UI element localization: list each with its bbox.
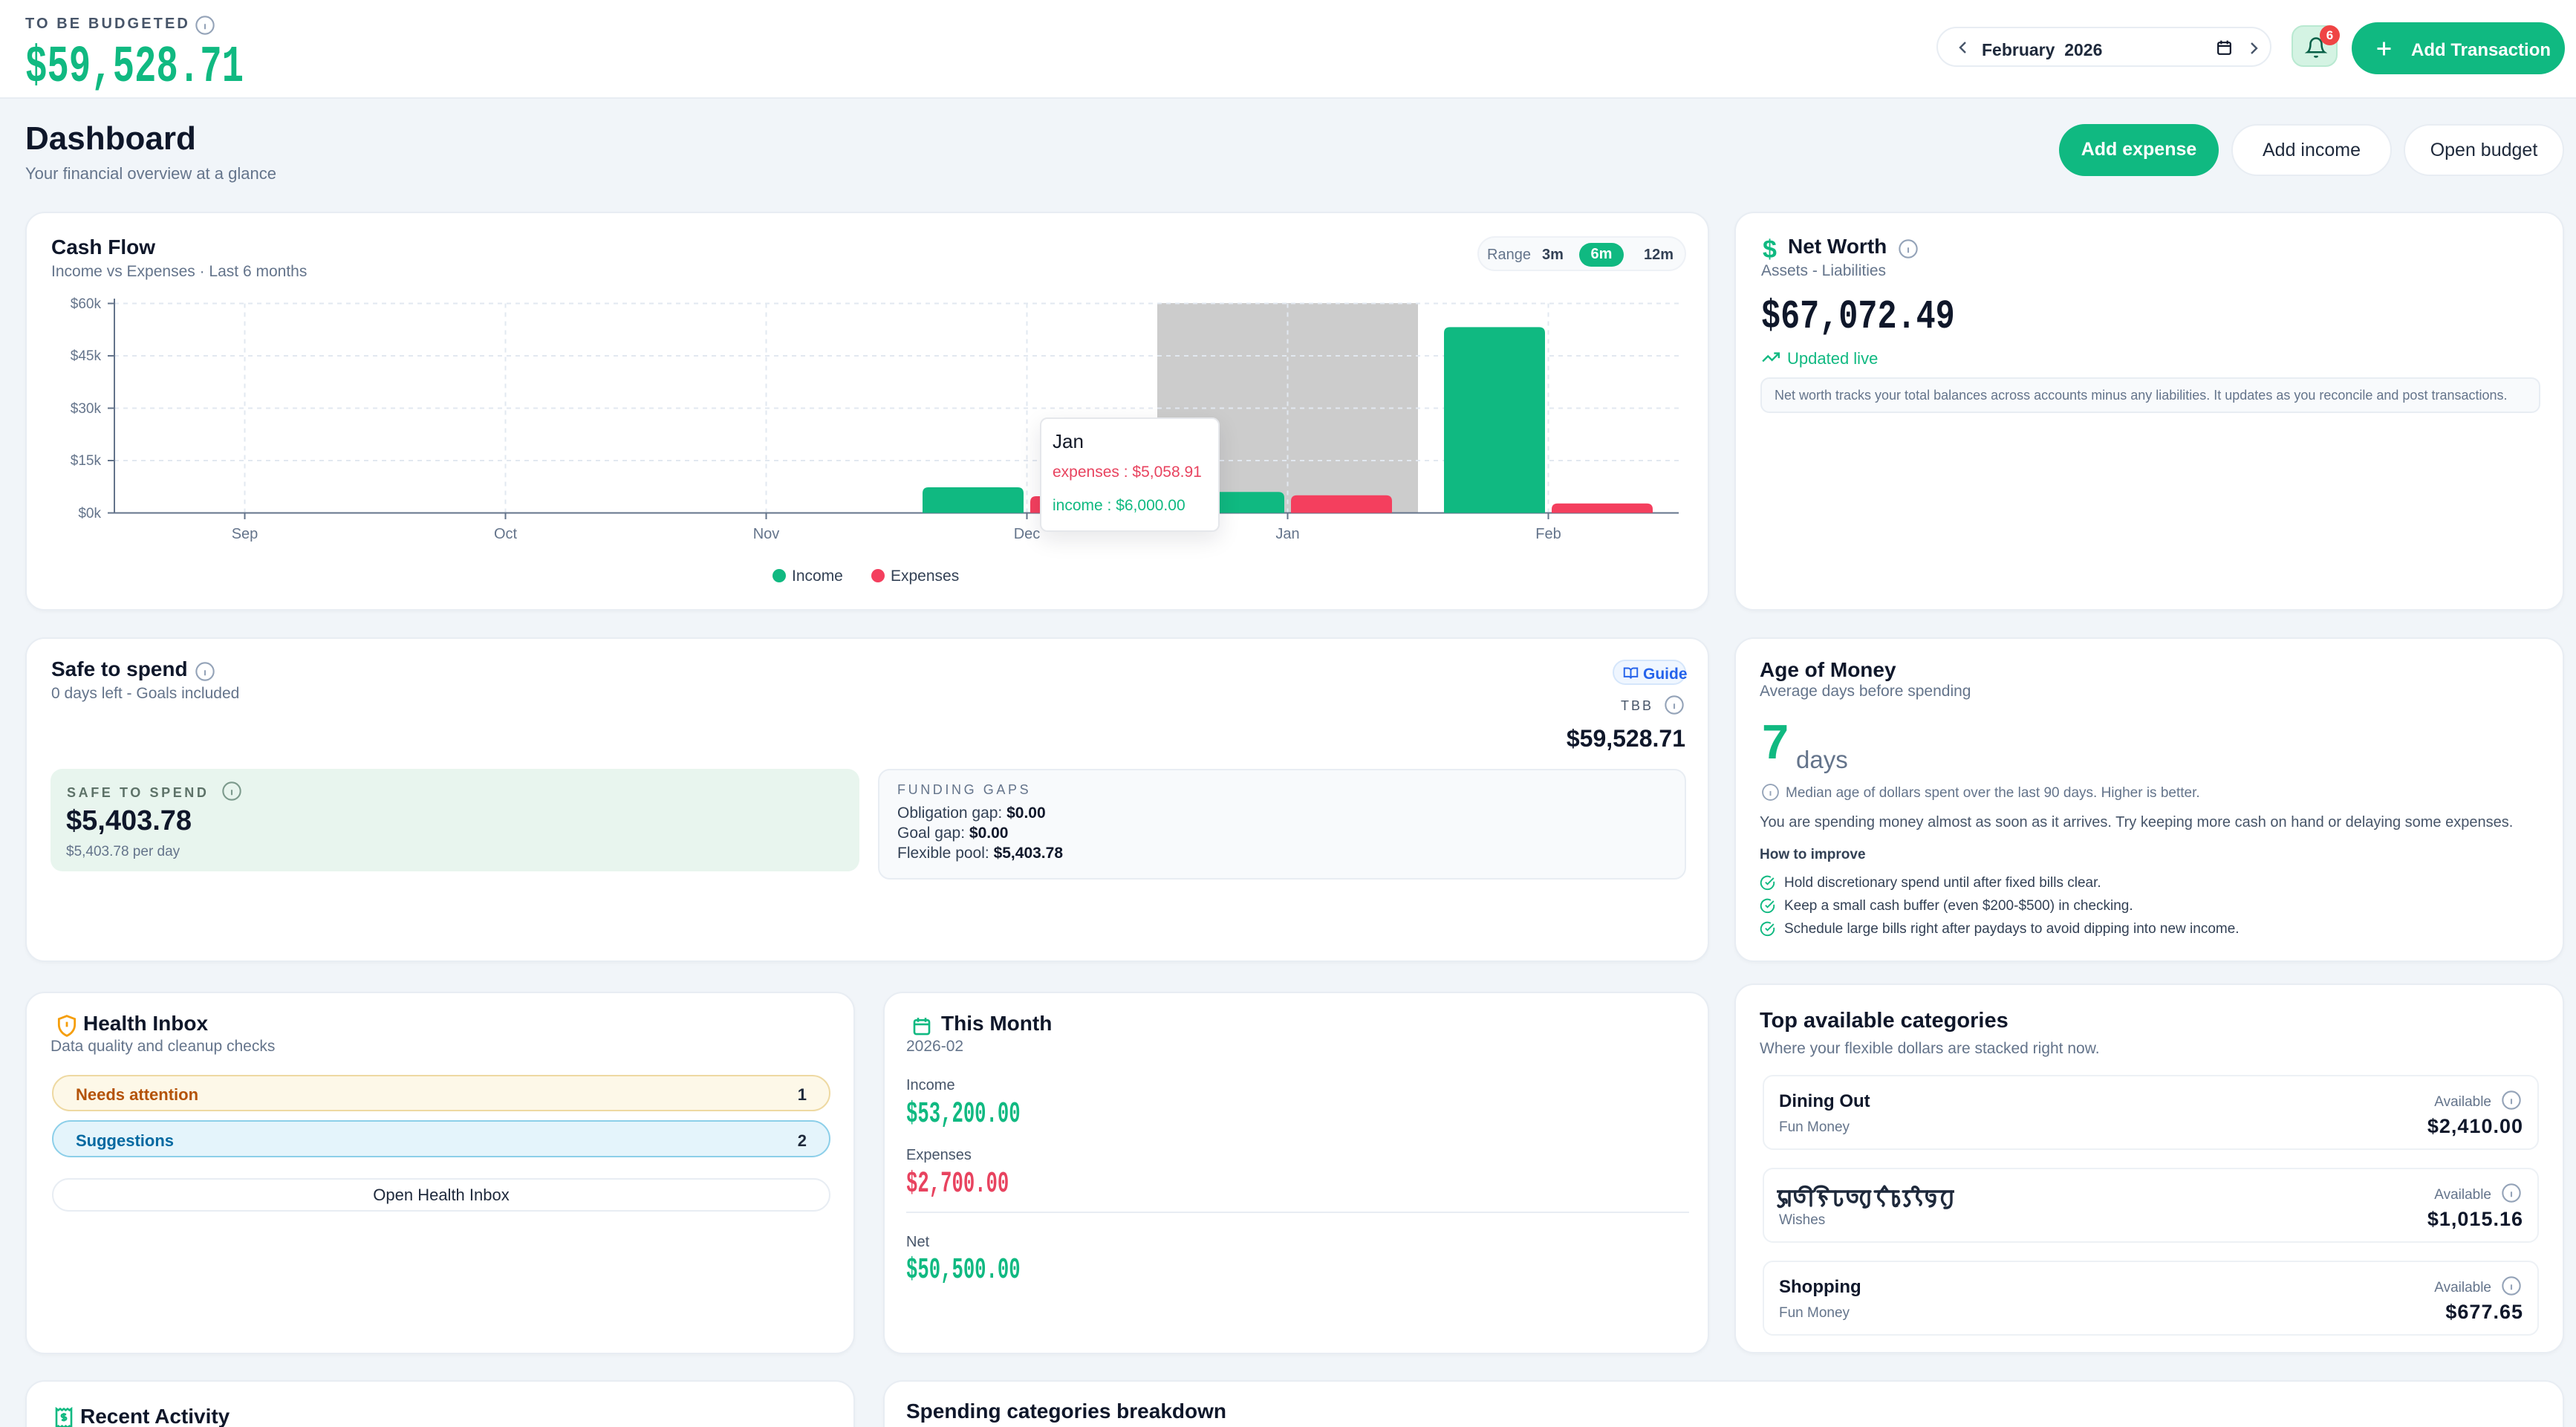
svg-text:Dec: Dec: [1014, 526, 1041, 542]
svg-text:$60k: $60k: [71, 296, 102, 312]
svg-text:Oct: Oct: [494, 526, 518, 542]
svg-text:Nov: Nov: [753, 526, 780, 542]
svg-text:Income: Income: [792, 568, 843, 585]
svg-text:$0k: $0k: [78, 506, 101, 521]
svg-text:Sep: Sep: [232, 526, 258, 542]
svg-text:Expenses: Expenses: [891, 568, 959, 585]
svg-text:$15k: $15k: [71, 453, 102, 469]
svg-text:$45k: $45k: [71, 348, 102, 364]
svg-text:$30k: $30k: [71, 401, 102, 417]
svg-text:Feb: Feb: [1535, 526, 1561, 542]
svg-text:Jan: Jan: [1275, 526, 1299, 542]
